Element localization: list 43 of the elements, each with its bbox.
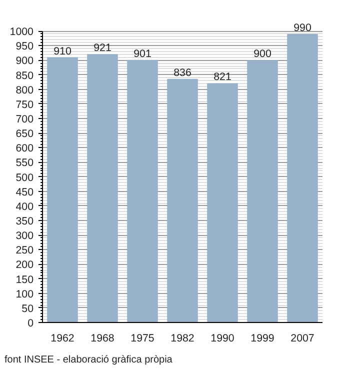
data-label: 901 [134, 48, 152, 60]
bar [87, 54, 118, 322]
y-tick-label: 200 [16, 259, 34, 272]
y-tick-label: 750 [16, 98, 34, 111]
y-tick-label: 900 [16, 55, 34, 68]
y-tick-label: 600 [16, 142, 34, 155]
bar [287, 34, 318, 322]
x-tick-label: 1999 [250, 332, 274, 344]
data-label: 921 [94, 42, 112, 54]
x-tick-label: 1990 [210, 332, 234, 344]
x-tick-label: 1975 [130, 332, 154, 344]
y-tick-label: 1000 [10, 26, 34, 38]
y-tick-label: 150 [16, 274, 34, 286]
x-tick-label: 1962 [50, 332, 74, 344]
y-tick-label: 250 [16, 244, 34, 257]
bar [207, 83, 238, 322]
y-tick-label: 500 [16, 172, 34, 184]
bar [247, 60, 278, 322]
y-tick-label: 300 [16, 230, 34, 242]
bar [127, 60, 158, 322]
data-label: 900 [254, 48, 272, 60]
y-tick-label: 0 [28, 318, 34, 330]
x-tick-label: 1968 [90, 332, 114, 344]
y-tick-label: 850 [16, 70, 34, 82]
x-tick-label: 2007 [290, 332, 314, 344]
y-tick-label: 100 [16, 288, 34, 300]
text: font INSEE - elaboració gràfica pròpia [4, 354, 173, 366]
y-tick-label: 450 [16, 186, 34, 198]
y-tick-label: 700 [16, 114, 34, 126]
y-tick-label: 350 [16, 216, 34, 228]
y-tick-label: 800 [16, 84, 34, 96]
data-label: 990 [294, 22, 312, 34]
data-label: 821 [214, 71, 232, 84]
y-tick-label: 650 [16, 128, 34, 140]
y-tick-label: 50 [22, 302, 34, 315]
data-label: 836 [174, 66, 192, 79]
y-tick-label: 400 [16, 200, 34, 213]
y-tick-label: 550 [16, 157, 34, 170]
x-tick-label: 1982 [170, 332, 194, 344]
bar [47, 57, 78, 322]
bar [167, 78, 198, 322]
data-label: 910 [54, 45, 72, 58]
y-tick-label: 950 [16, 40, 34, 53]
